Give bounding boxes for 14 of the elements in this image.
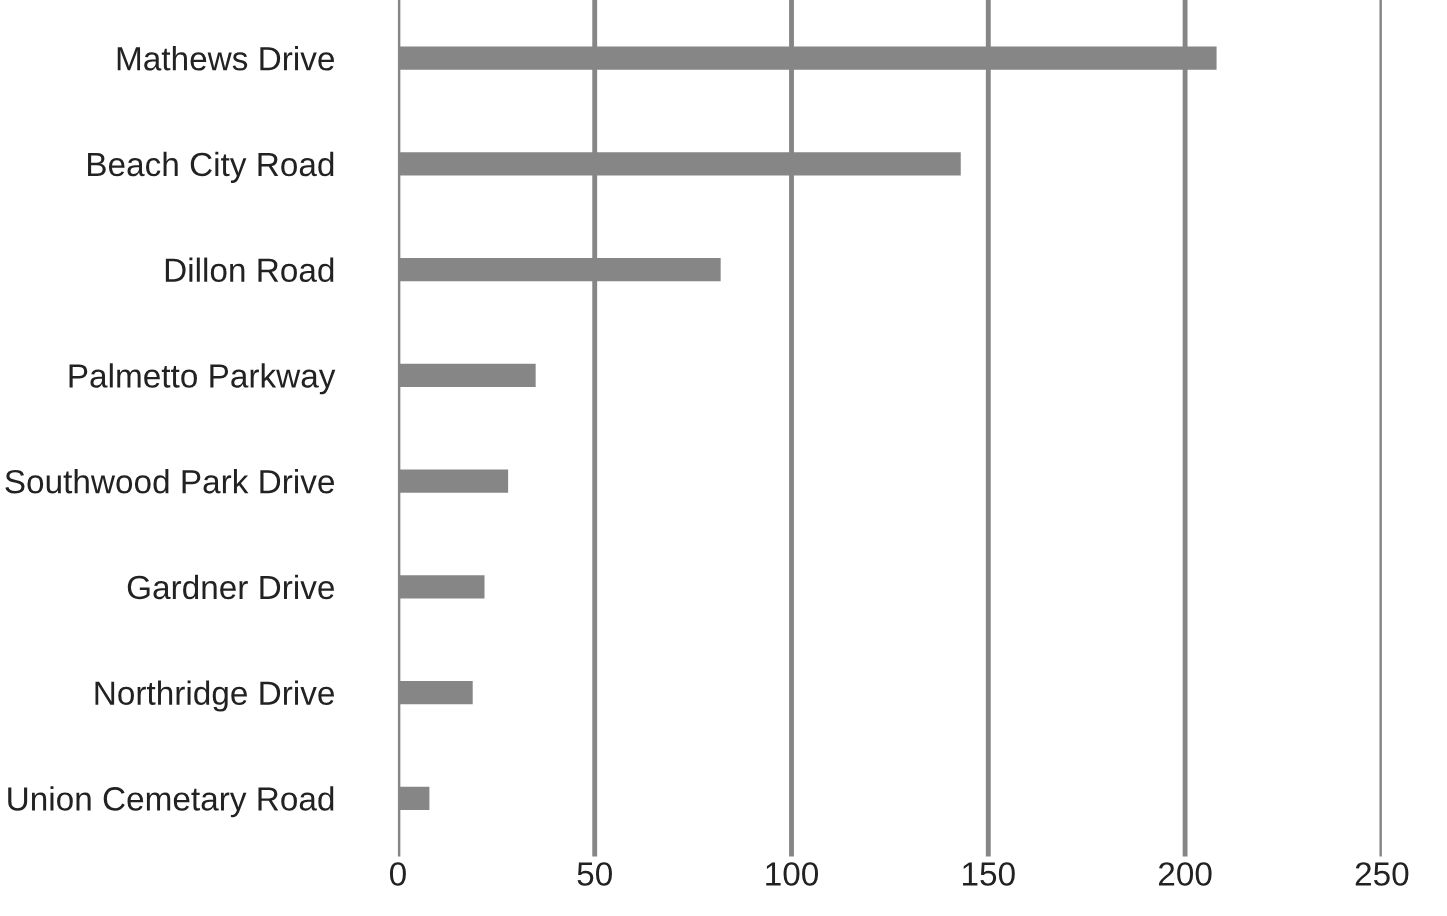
x-tick-label: 100 [766, 862, 819, 886]
x-tick-label: 50 [577, 862, 612, 886]
y-tick-label: Southwood Park Drive [5, 469, 334, 494]
y-tick-label: Union Cemetary Road [8, 786, 334, 818]
y-tick-label: Mathews Drive [117, 46, 334, 71]
x-tick-label: 200 [1158, 862, 1212, 886]
y-tick-label: Gardner Drive [127, 574, 334, 600]
y-tick-label: Beach City Road [88, 151, 334, 183]
y-tick-label: Dillon Road [165, 257, 334, 283]
x-tick-label: 0 [389, 862, 406, 886]
y-tick-label: Palmetto Parkway [69, 363, 336, 395]
y-tick-label: Northridge Drive [95, 680, 334, 712]
x-tick-label: 150 [963, 862, 1015, 886]
x-tick-label: 250 [1355, 862, 1409, 886]
